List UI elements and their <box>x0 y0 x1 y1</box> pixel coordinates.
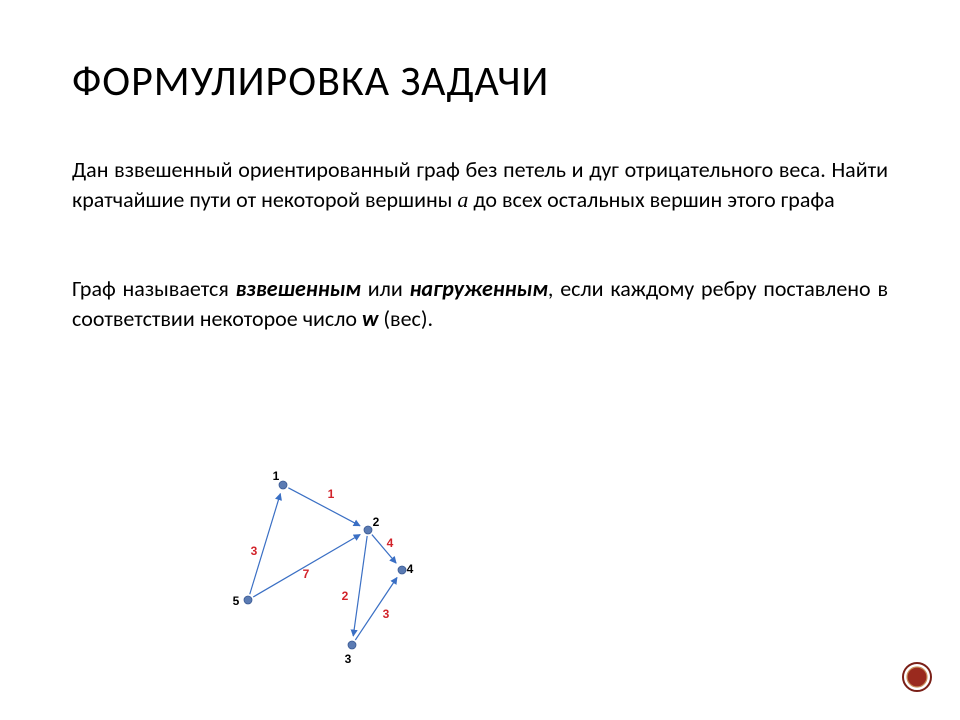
graph-diagram: 13742312453 <box>228 470 428 670</box>
definition-paragraph: Граф называется взвешенным или нагруженн… <box>72 274 888 333</box>
page-title: ФОРМУЛИРОВКА ЗАДАЧИ <box>72 56 888 107</box>
term-weighted: взвешенным <box>236 275 361 302</box>
svg-text:2: 2 <box>342 589 349 603</box>
svg-text:3: 3 <box>383 607 390 621</box>
text-segment: или <box>361 275 410 302</box>
svg-text:1: 1 <box>328 487 335 501</box>
svg-text:4: 4 <box>387 536 394 550</box>
text-segment: Граф называется <box>72 275 236 302</box>
svg-text:7: 7 <box>303 567 310 581</box>
text-segment: до всех остальных вершин этого графа <box>468 186 834 213</box>
term-loaded: нагруженным <box>410 275 548 302</box>
slide: ФОРМУЛИРОВКА ЗАДАЧИ Дан взвешенный ориен… <box>0 0 960 720</box>
svg-text:1: 1 <box>273 470 280 483</box>
problem-statement: Дан взвешенный ориентированный граф без … <box>72 155 888 214</box>
svg-text:2: 2 <box>373 515 380 529</box>
svg-text:3: 3 <box>345 652 352 666</box>
svg-text:3: 3 <box>251 544 258 558</box>
svg-text:5: 5 <box>233 594 240 608</box>
svg-text:4: 4 <box>407 562 414 576</box>
variable-a: a <box>457 187 468 212</box>
decorative-corner-icon <box>902 662 932 692</box>
variable-w: w <box>362 305 378 332</box>
text-segment: (вес). <box>378 305 433 332</box>
